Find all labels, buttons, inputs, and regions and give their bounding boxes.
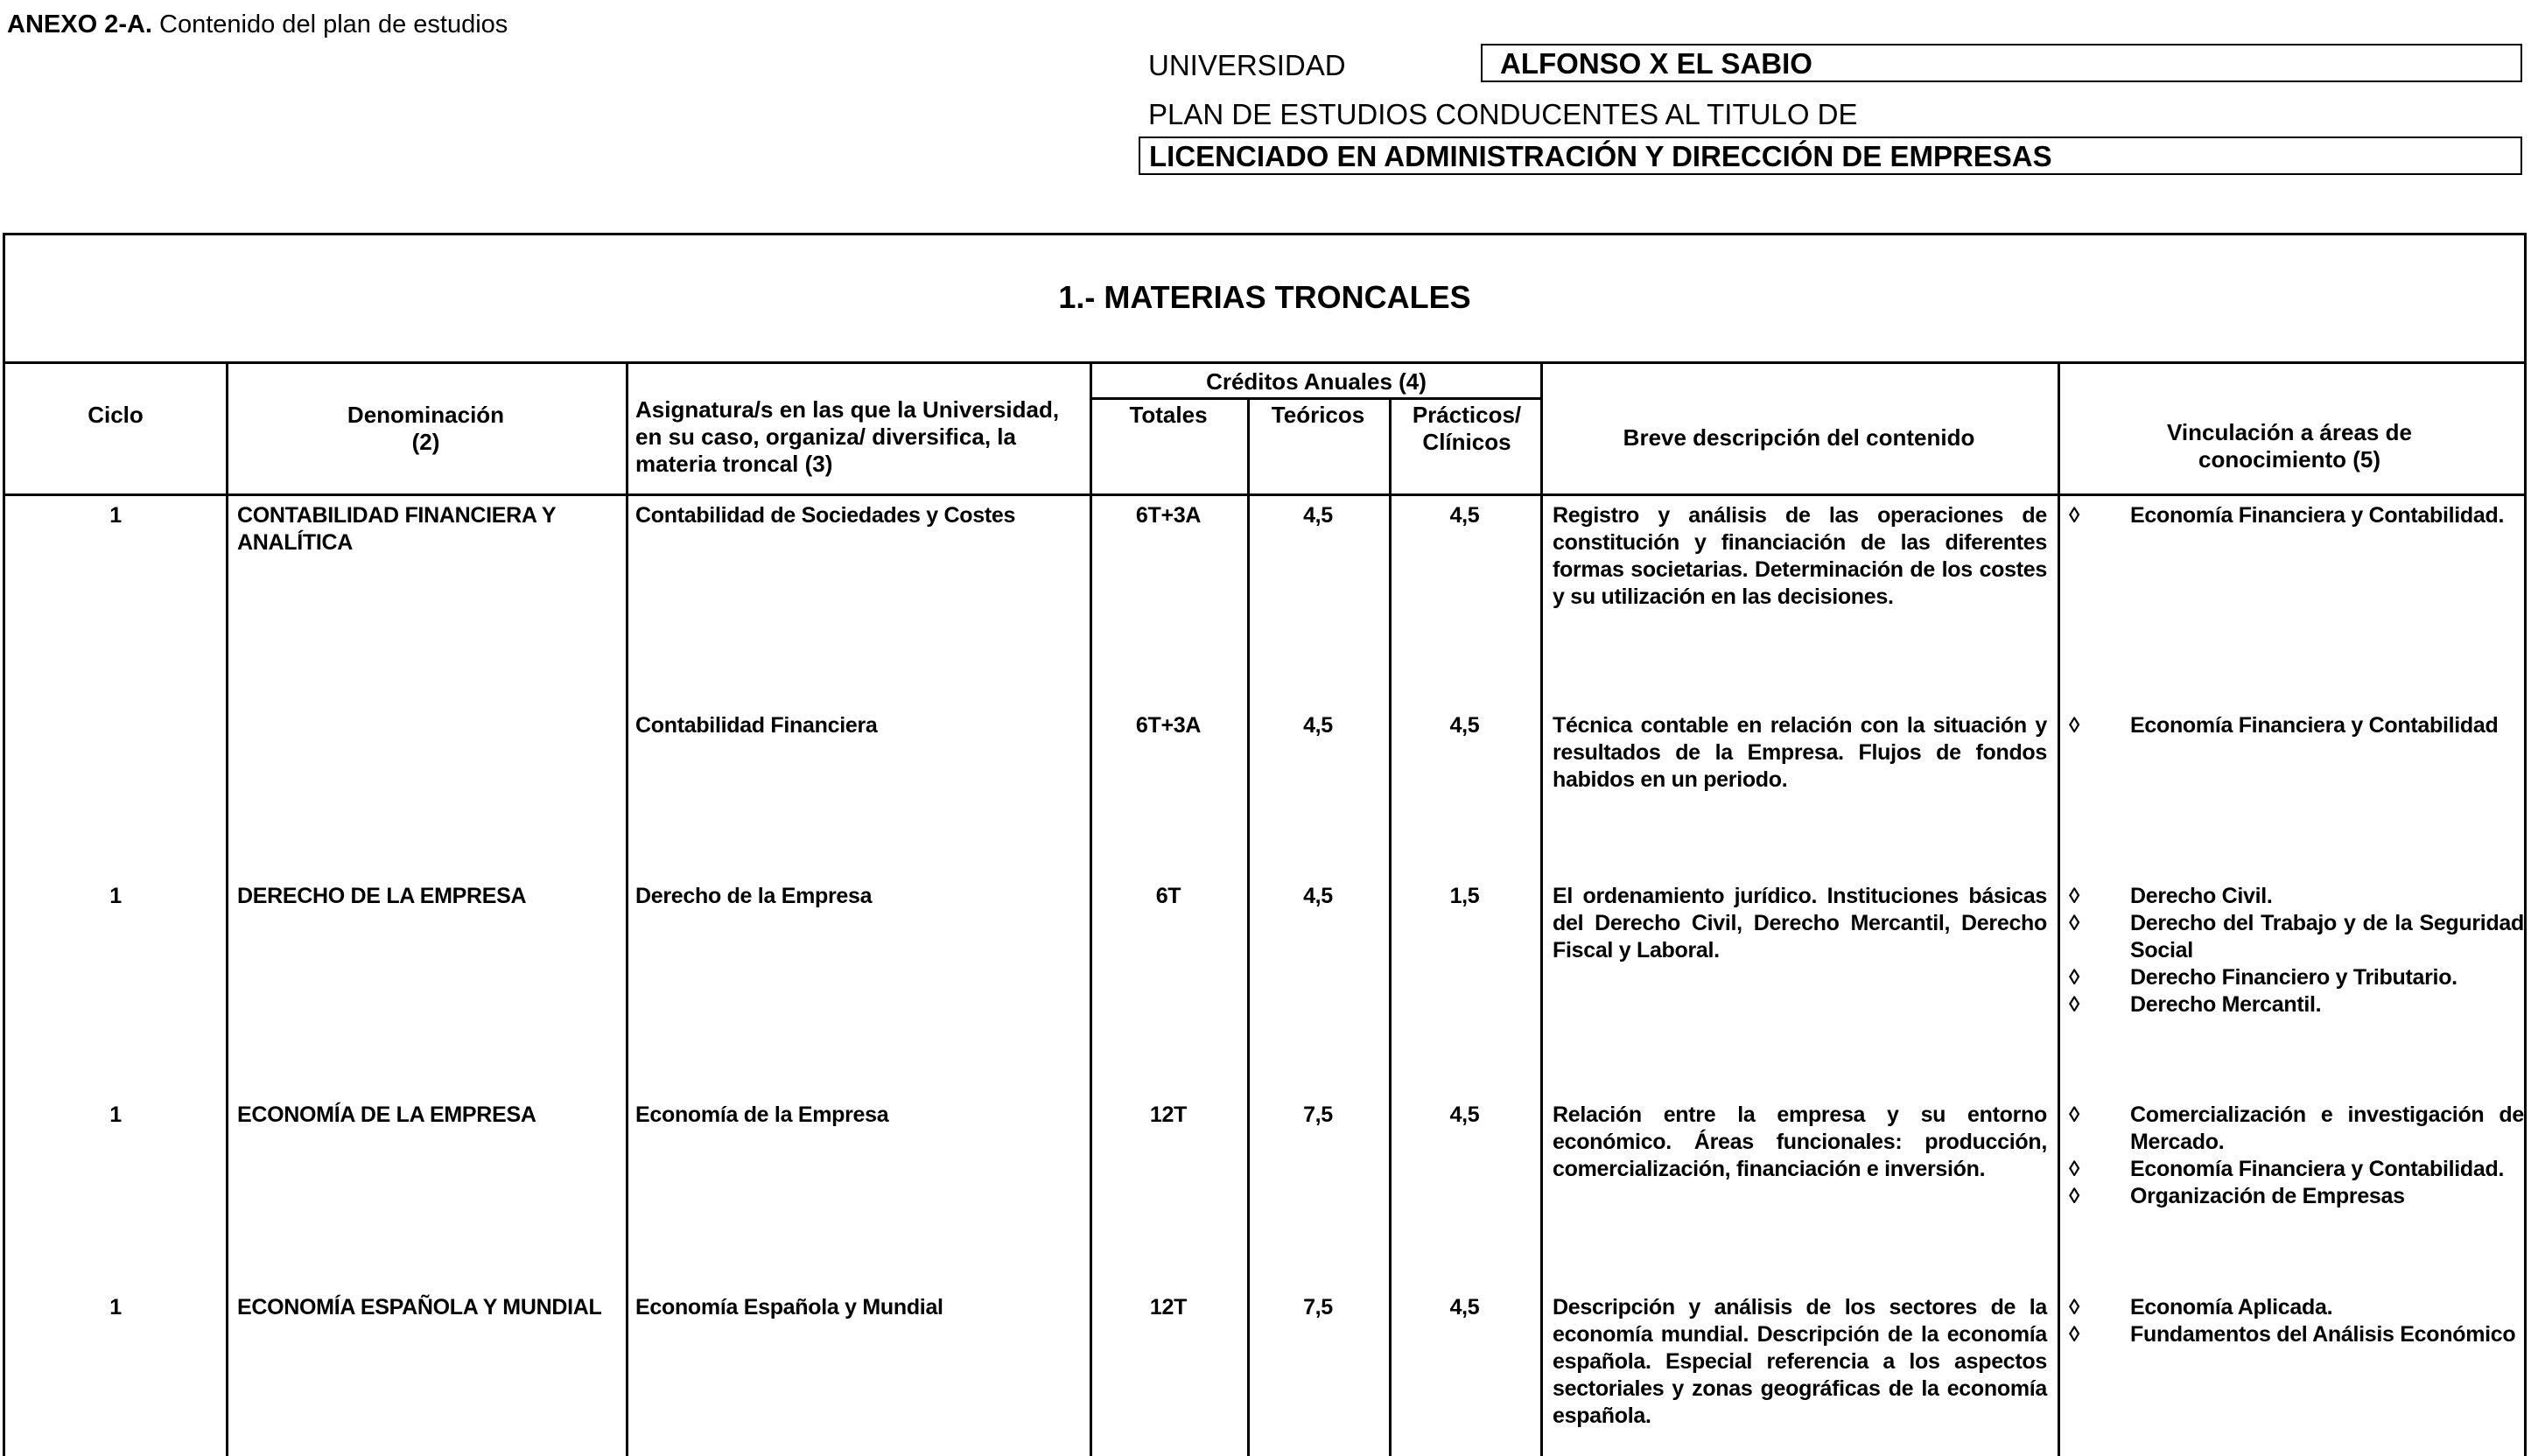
header-divider: [5, 494, 2524, 496]
knowledge-area-item: Derecho del Trabajo y de la Seguridad So…: [2069, 910, 2524, 964]
cell-totales: 6T+3A: [1135, 503, 1202, 528]
university-name: ALFONSO X EL SABIO: [1481, 44, 2522, 82]
knowledge-area-item: Derecho Civil.: [2069, 883, 2524, 910]
col-asignatura: Asignatura/s en las que la Universidad, …: [635, 396, 1060, 477]
column-divider: [1090, 364, 1092, 1456]
annex-title: Contenido del plan de estudios: [151, 10, 508, 38]
col-denominacion: Denominación (2): [226, 402, 626, 456]
plan-label: PLAN DE ESTUDIOS CONDUCENTES AL TITULO D…: [1148, 98, 1858, 130]
cell-teoricos: 4,5: [1303, 713, 1333, 738]
knowledge-area-item: Comercialización e investigación de Merc…: [2069, 1102, 2524, 1156]
cell-descripcion: Relación entre la empresa y su entorno e…: [1553, 1102, 2047, 1181]
subjects-table: 1.- MATERIAS TRONCALES Ciclo Denominació…: [3, 233, 2527, 1456]
col-ciclo: Ciclo: [88, 402, 144, 428]
col-teoricos: Teóricos: [1271, 402, 1365, 428]
cell-descripcion: Técnica contable en relación con la situ…: [1553, 713, 2047, 792]
cell-ciclo: 1: [109, 1102, 122, 1127]
col-practicos: Prácticos/ Clínicos: [1412, 402, 1522, 455]
row-divider: [1090, 397, 1543, 400]
cell-descripcion: El ordenamiento jurídico. Instituciones …: [1553, 884, 2047, 962]
knowledge-area-item: Economía Aplicada.: [2069, 1294, 2524, 1321]
cell-vinculacion: Economía Financiera y Contabilidad: [2069, 712, 2524, 739]
annex-heading: ANEXO 2-A. Contenido del plan de estudio…: [7, 10, 508, 39]
cell-asignatura: Contabilidad de Sociedades y Costes: [635, 503, 1016, 528]
cell-asignatura: Economía Española y Mundial: [635, 1295, 943, 1320]
cell-asignatura: Economía de la Empresa: [635, 1102, 889, 1127]
knowledge-area-item: Derecho Mercantil.: [2069, 991, 2524, 1018]
cell-practicos: 4,5: [1449, 1295, 1480, 1320]
cell-totales: 12T: [1149, 1295, 1188, 1320]
knowledge-area-item: Economía Financiera y Contabilidad: [2069, 712, 2524, 739]
cell-vinculacion: Economía Aplicada.Fundamentos del Anális…: [2069, 1294, 2524, 1348]
cell-ciclo: 1: [109, 503, 122, 528]
col-denominacion-note: (2): [411, 429, 440, 455]
cell-vinculacion: Derecho Civil.Derecho del Trabajo y de l…: [2069, 883, 2524, 1018]
cell-practicos: 4,5: [1449, 713, 1480, 738]
cell-teoricos: 7,5: [1303, 1295, 1333, 1320]
table-title: 1.- MATERIAS TRONCALES: [5, 235, 2524, 364]
cell-totales: 6T: [1155, 884, 1181, 908]
cell-practicos: 1,5: [1449, 884, 1480, 908]
cell-totales: 6T+3A: [1135, 713, 1202, 738]
cell-asignatura: Contabilidad Financiera: [635, 713, 878, 738]
cell-teoricos: 4,5: [1303, 503, 1333, 528]
cell-teoricos: 7,5: [1303, 1102, 1333, 1127]
degree-title: LICENCIADO EN ADMINISTRACIÓN Y DIRECCIÓN…: [1139, 136, 2522, 175]
university-label: UNIVERSIDAD: [1148, 49, 1346, 81]
cell-teoricos: 4,5: [1303, 884, 1333, 908]
cell-asignatura: Derecho de la Empresa: [635, 884, 873, 908]
cell-totales: 12T: [1149, 1102, 1188, 1127]
knowledge-area-item: Derecho Financiero y Tributario.: [2069, 964, 2524, 991]
col-descripcion: Breve descripción del contenido: [1623, 424, 1975, 451]
col-creditos: Créditos Anuales (4): [1206, 368, 1427, 395]
cell-descripcion: Registro y análisis de las operaciones d…: [1553, 503, 2047, 609]
column-divider: [1540, 364, 1543, 1456]
cell-denominacion: ECONOMÍA ESPAÑOLA Y MUNDIAL: [237, 1295, 602, 1320]
cell-vinculacion: Comercialización e investigación de Merc…: [2069, 1102, 2524, 1210]
column-divider: [2058, 364, 2060, 1456]
knowledge-area-item: Fundamentos del Análisis Económico: [2069, 1321, 2524, 1348]
knowledge-area-item: Economía Financiera y Contabilidad.: [2069, 502, 2524, 529]
cell-ciclo: 1: [109, 884, 122, 908]
cell-denominacion: CONTABILIDAD FINANCIERA Y ANALÍTICA: [237, 503, 556, 555]
annex-number: ANEXO 2-A.: [7, 10, 152, 38]
column-divider: [226, 364, 228, 1456]
column-divider: [626, 364, 628, 1456]
knowledge-area-item: Organización de Empresas: [2069, 1183, 2524, 1210]
column-divider: [1389, 399, 1392, 1456]
cell-denominacion: DERECHO DE LA EMPRESA: [237, 884, 527, 908]
col-vinculacion: Vinculación a áreas de conocimiento (5): [2167, 419, 2412, 472]
col-denominacion-label: Denominación: [347, 402, 505, 428]
cell-ciclo: 1: [109, 1295, 122, 1320]
knowledge-area-item: Economía Financiera y Contabilidad.: [2069, 1156, 2524, 1183]
cell-denominacion: ECONOMÍA DE LA EMPRESA: [237, 1102, 536, 1127]
cell-practicos: 4,5: [1449, 1102, 1480, 1127]
col-totales: Totales: [1129, 402, 1208, 428]
column-divider: [1247, 399, 1250, 1456]
cell-vinculacion: Economía Financiera y Contabilidad.: [2069, 502, 2524, 529]
cell-practicos: 4,5: [1449, 503, 1480, 528]
cell-descripcion: Descripción y análisis de los sectores d…: [1553, 1295, 2047, 1428]
